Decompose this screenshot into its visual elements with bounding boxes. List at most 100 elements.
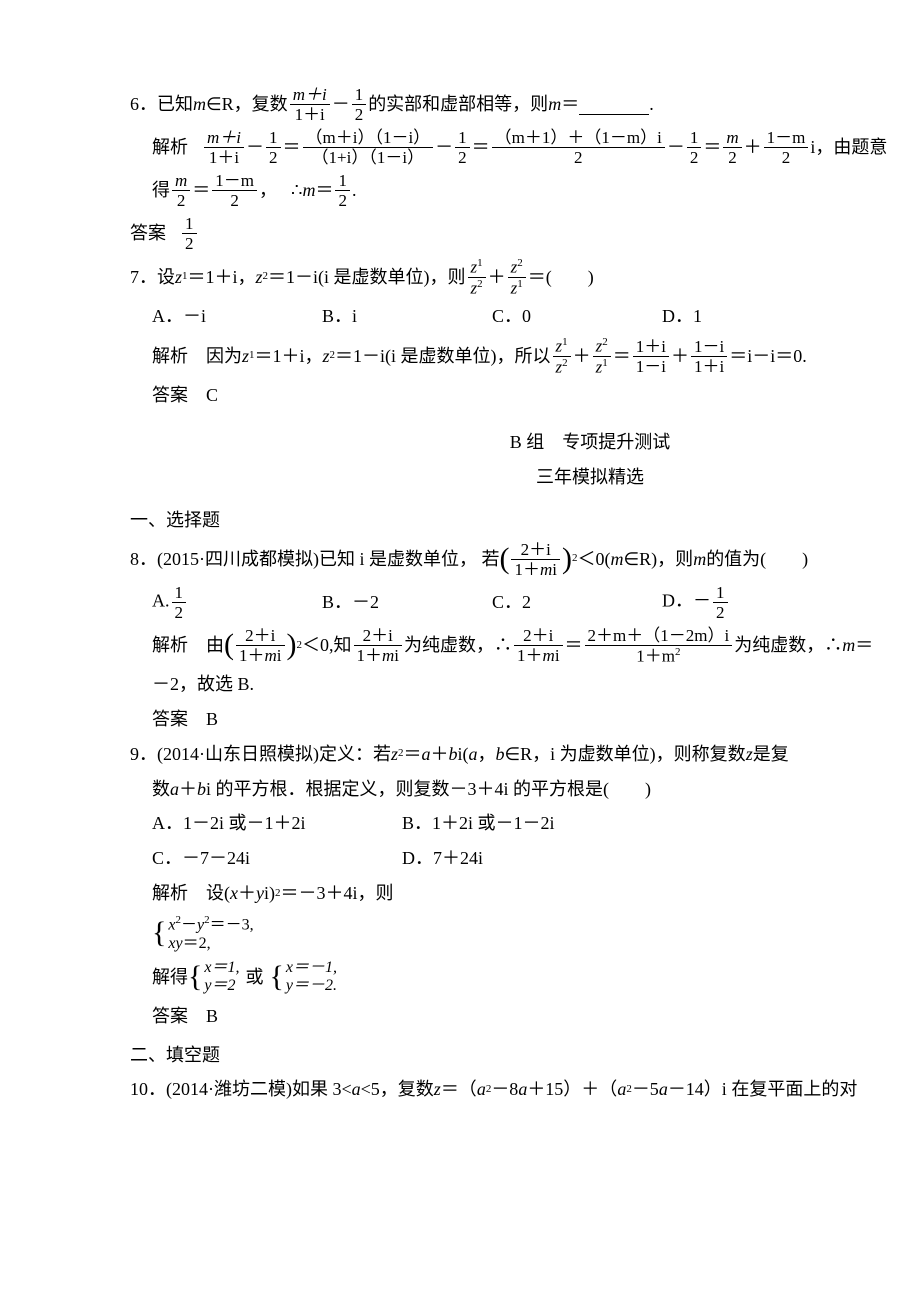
q6s-f7n: m [726, 128, 738, 147]
q7s-fr2: z2 z1 [593, 337, 611, 375]
q7s-r2: 1－i1＋i [691, 338, 727, 375]
q8s-f2d-1: 1＋ [357, 646, 383, 665]
q7s-r1d: 1－i [633, 357, 669, 375]
q6-s-f3: （m＋i）（1－i）（1+i）（1－i） [303, 129, 434, 166]
q7s-tail: ＝i－i＝0. [729, 342, 807, 371]
q10-num: 10． [130, 1075, 166, 1104]
q8s-m: m [842, 631, 855, 660]
q8s-meq: ＝ [855, 631, 873, 660]
q9-iab: i( [458, 740, 469, 769]
q9-s2b: y [176, 935, 183, 952]
q8-optA-l: A. [152, 590, 170, 610]
q7s-fr1: z1 z2 [553, 337, 571, 375]
q6-pre: 已知 [157, 90, 193, 119]
q8-num: 8． [130, 545, 157, 574]
q7-optD: D．1 [662, 302, 832, 331]
q8-f1d-m: m [540, 560, 552, 579]
q6s-f11d: 2 [335, 191, 350, 209]
q6-s-f9: m2 [172, 172, 190, 209]
q10-a1: a [352, 1075, 361, 1104]
q8-optA-f: 12 [172, 584, 187, 621]
q8-sol: 解析 由 ( 2＋i1＋mi )2 ＜0,知 2＋i1＋mi 为纯虚数，∴ 2＋… [130, 627, 920, 665]
q6-ans: 答案 12 [130, 215, 920, 252]
q8-ask: 的值为( ) [706, 545, 808, 574]
q7-optA: A．－i [152, 302, 322, 331]
q7-line1: 7． 设 z1 ＝1＋i， z2 ＝1－i(i 是虚数单位)，则 z1 z2 ＋… [130, 258, 920, 296]
q6s-dot: . [352, 176, 357, 205]
q6s-f4d: 2 [455, 148, 470, 166]
q9-b2: b [496, 740, 505, 769]
q8-optD-d: 2 [713, 603, 728, 621]
q7-jiexi: 解析 因为 [152, 342, 242, 371]
q6-frac1: m＋i 1＋i [290, 86, 330, 123]
q9-z: z [391, 740, 398, 769]
q9-line1: 9． (2014·山东日照模拟)定义：若 z2 ＝ a＋b i(a，b ∈R，i… [130, 740, 920, 769]
q9-system: { x2－y2＝－3, xy＝2, [152, 914, 254, 953]
q6-sol-line2: 得 m2 ＝ 1－m2 ， ∴ m ＝ 12 . [130, 172, 920, 209]
q7s-fr2ns: 2 [602, 336, 608, 348]
q7s-fr1ds: 2 [562, 357, 568, 369]
q6s-m: m [302, 176, 315, 205]
q6s-eq4: ＝ [192, 176, 210, 205]
q10-a5: a [659, 1075, 668, 1104]
q6-s-f1: m＋i1＋i [204, 129, 244, 166]
q6s-f9n: m [175, 171, 187, 190]
q8s-f1n: 2＋i [236, 627, 285, 646]
sec2-text: 二、填空题 [130, 1041, 220, 1070]
q7s-mid2: ＝1－i(i 是虚数单位)，所以 [335, 342, 551, 371]
q9-isroot: 是复 [753, 740, 789, 769]
q9-eqab: ＝ [404, 740, 422, 769]
q10-a2: a [477, 1075, 486, 1104]
q8s-paren: ( 2＋i1＋mi ) [224, 627, 297, 664]
q6-s-f5: （m＋1）＋（1－m）i2 [492, 129, 665, 166]
q9-y: y [256, 879, 264, 908]
q10-line1: 10． (2014·潍坊二模)如果 3<a <5，复数 z ＝（a2 －8a ＋… [130, 1075, 920, 1104]
q7s-r2d: 1＋i [691, 357, 727, 375]
q8-ans: 答案 B [130, 705, 920, 734]
q8s-f4d: 1＋m [636, 646, 675, 665]
q8-src: (2015·四川成都模拟)已知 i 是虚数单位， 若 [157, 545, 499, 574]
q9-isq: i) [264, 879, 275, 908]
q8s-f4ds: 2 [675, 646, 681, 658]
q6s-comma: ， [259, 176, 277, 205]
q6s-p1: ＋ [744, 133, 762, 162]
q6s-f5n: （m＋1）＋（1－m）i [492, 129, 665, 148]
q8s-eq: ＝ [565, 631, 583, 660]
q6-jiexi: 解析 [152, 133, 188, 162]
q9-sol1: 解析 设(x＋yi)2＝－3＋4i，则 [130, 879, 920, 908]
q9-p2: ＋ [238, 879, 256, 908]
subheading: 三年模拟精选 [130, 463, 920, 492]
q8s-know: ＜0,知 [302, 631, 352, 660]
q6-f2n: 1 [352, 86, 367, 105]
q10-m8a: －8 [491, 1075, 518, 1104]
q8s-pure: 为纯虚数，∴ [404, 631, 512, 660]
q6s-f5d: 2 [492, 148, 665, 166]
q7-daan: 答案 C [152, 381, 218, 410]
q7-z1eq: ＝1＋i， [188, 263, 256, 292]
q9-solB: {x＝－1,y＝－2. [270, 959, 338, 996]
q6s-f6d: 2 [687, 148, 702, 166]
q9-s1a: x [168, 916, 175, 933]
q8s-f1d-1: 1＋ [239, 646, 265, 665]
q6s-f3d: （1+i）（1－i） [303, 148, 434, 166]
q6s-th: ∴ [291, 176, 302, 205]
q8-f1d-1: 1＋ [514, 560, 540, 579]
q8-options: A.12 B．－2 C．2 D．－12 [130, 584, 920, 621]
q9-l2a-a: a [170, 775, 179, 804]
q9-s2a: x [168, 935, 175, 952]
q8-optD-n: 1 [713, 584, 728, 603]
q6s-f3n: （m＋i）（1－i） [303, 129, 434, 148]
q6s-m3: － [667, 133, 685, 162]
q9-p: ＋ [431, 740, 449, 769]
q6s-meq: ＝ [315, 176, 333, 205]
q8-f1: 2＋i1＋mi [511, 541, 560, 578]
q8s-f2n: 2＋i [354, 627, 403, 646]
q9-sA2: y＝2 [204, 977, 239, 995]
q6-s-f7: m2 [723, 129, 741, 166]
q6s-f11n: 1 [335, 172, 350, 191]
q7-z1: z [175, 263, 182, 292]
q8-m1: m [611, 545, 624, 574]
q10-eq: ＝（ [441, 1075, 477, 1104]
q6s-f6n: 1 [687, 129, 702, 148]
q7s-eq: ＝ [613, 342, 631, 371]
